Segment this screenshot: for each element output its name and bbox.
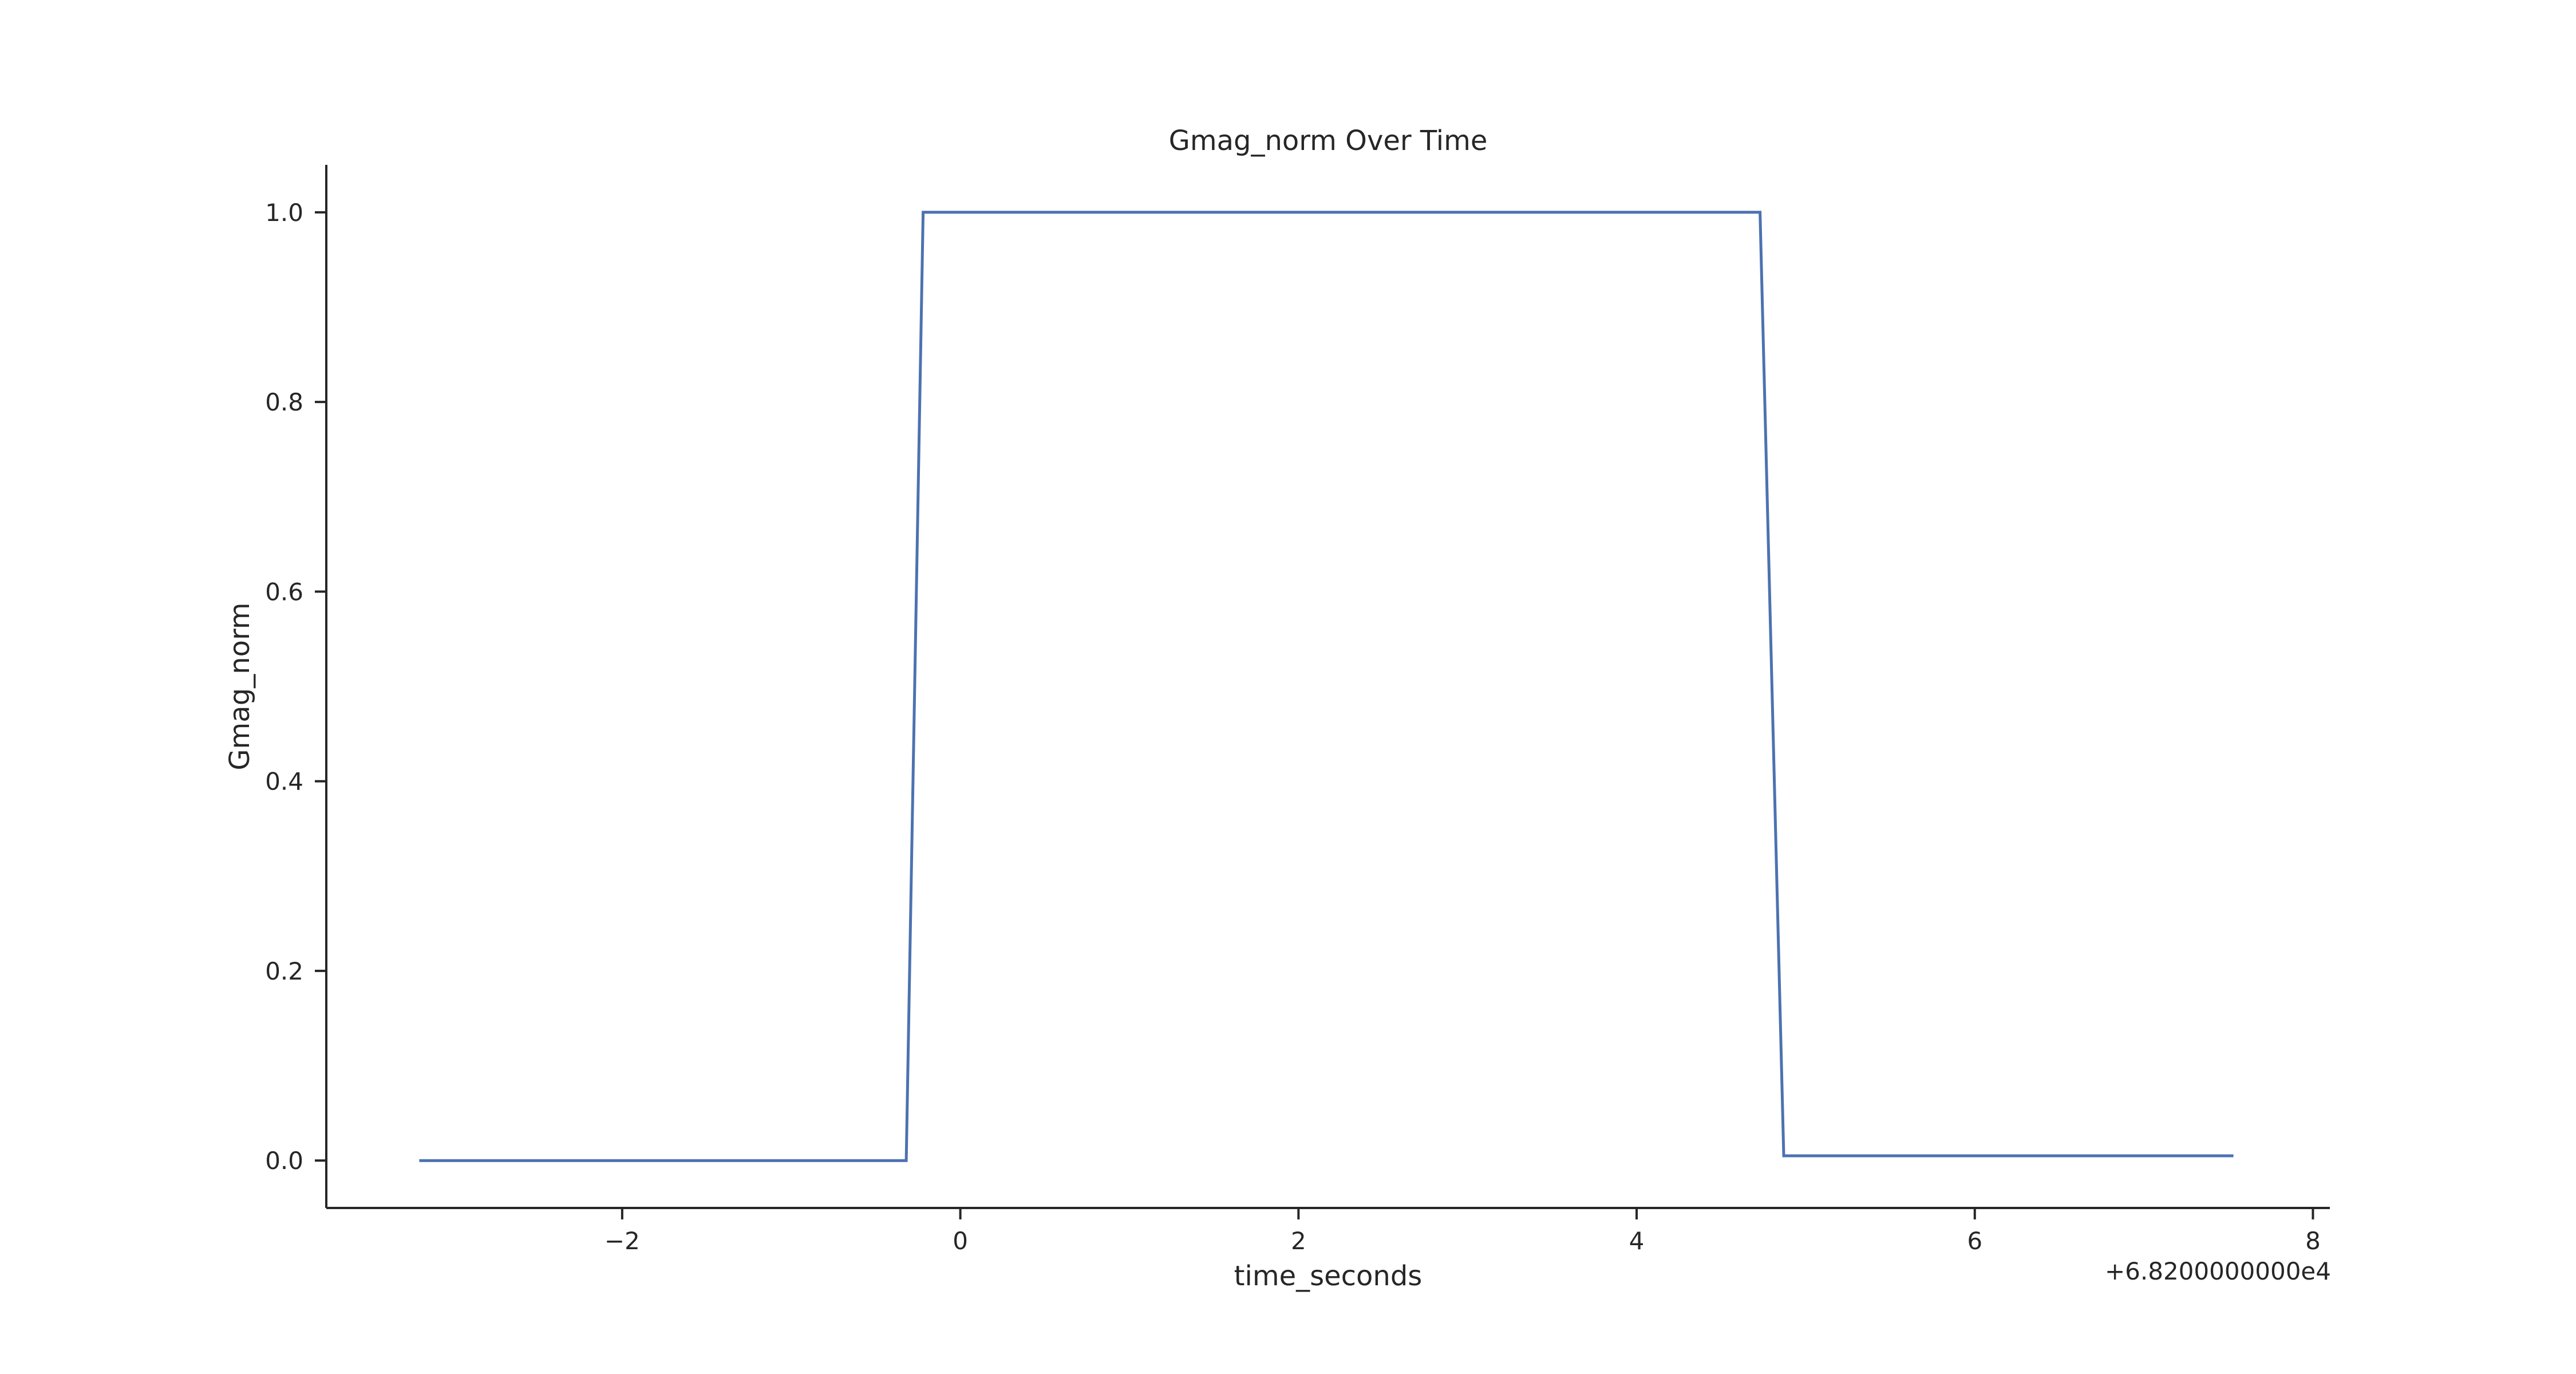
y-tick-label: 0.2	[265, 957, 303, 985]
x-tick-label: 6	[1967, 1227, 1982, 1255]
plot-area: −2 0 2 4 6 8 0.0 0.2 0.4 0.6 0.8 1.0	[265, 165, 2330, 1255]
x-tick-label: −2	[605, 1227, 640, 1255]
series-line	[419, 211, 2234, 1162]
y-axis-label: Gmag_norm	[224, 602, 256, 770]
chart-title: Gmag_norm Over Time	[1169, 125, 1488, 157]
x-tick-label: 4	[1629, 1227, 1645, 1255]
y-tick-label: 1.0	[265, 199, 303, 227]
x-tick-label: 0	[953, 1227, 968, 1255]
x-axis-offset-label: +6.8200000000e4	[2105, 1257, 2331, 1285]
y-tick-label: 0.6	[265, 578, 303, 606]
x-axis-label: time_seconds	[1234, 1260, 1423, 1292]
x-tick-label: 2	[1291, 1227, 1306, 1255]
y-tick-label: 0.4	[265, 768, 303, 796]
y-tick-label: 0.0	[265, 1147, 303, 1175]
x-tick-label: 8	[2305, 1227, 2321, 1255]
y-tick-label: 0.8	[265, 388, 303, 416]
